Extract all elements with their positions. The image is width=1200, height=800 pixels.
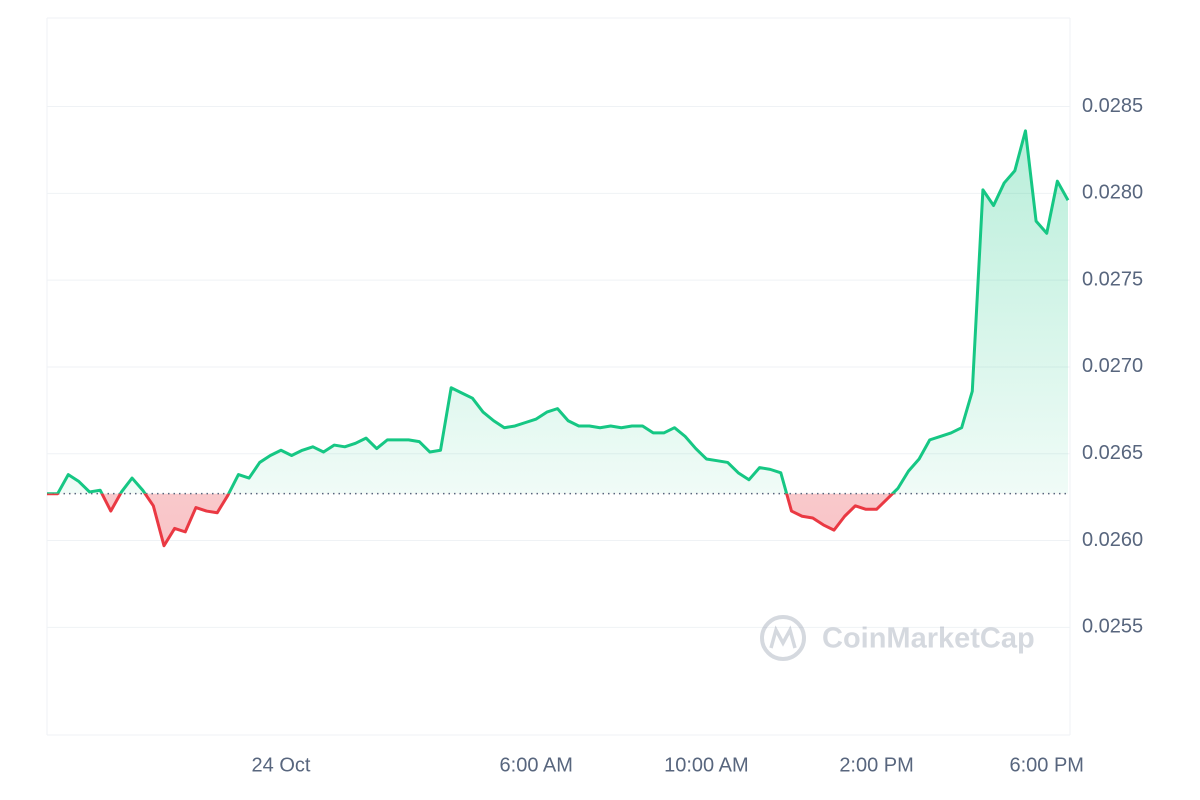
area-down	[47, 493, 893, 546]
x-tick-label: 24 Oct	[252, 754, 311, 776]
axes: 0.0255 0.0260 0.0265 0.0270 0.0275 0.0280 0.02…	[252, 95, 1144, 776]
y-tick-label: 0.0280	[1082, 182, 1143, 204]
y-tick-label: 0.0255	[1082, 616, 1143, 638]
y-tick-label: 0.0260	[1082, 529, 1143, 551]
grid	[47, 106, 1070, 628]
watermark-text: CoinMarketCap	[822, 623, 1035, 655]
x-tick-label: 10:00 AM	[664, 754, 749, 776]
plot	[47, 129, 1070, 548]
price-line-down	[47, 493, 895, 548]
y-tick-label: 0.0270	[1082, 355, 1143, 377]
x-tick-label: 6:00 AM	[500, 754, 573, 776]
watermark-logo	[760, 615, 806, 661]
y-tick-label: 0.0265	[1082, 442, 1143, 464]
watermark-logo-m	[769, 625, 797, 649]
y-tick-label: 0.0275	[1082, 268, 1143, 290]
area-up	[47, 130, 1068, 494]
watermark: CoinMarketCap	[760, 615, 1035, 661]
y-tick-label: 0.0285	[1082, 95, 1143, 117]
x-tick-label: 6:00 PM	[1009, 754, 1083, 776]
x-tick-label: 2:00 PM	[839, 754, 913, 776]
price-line-up	[47, 129, 1070, 494]
